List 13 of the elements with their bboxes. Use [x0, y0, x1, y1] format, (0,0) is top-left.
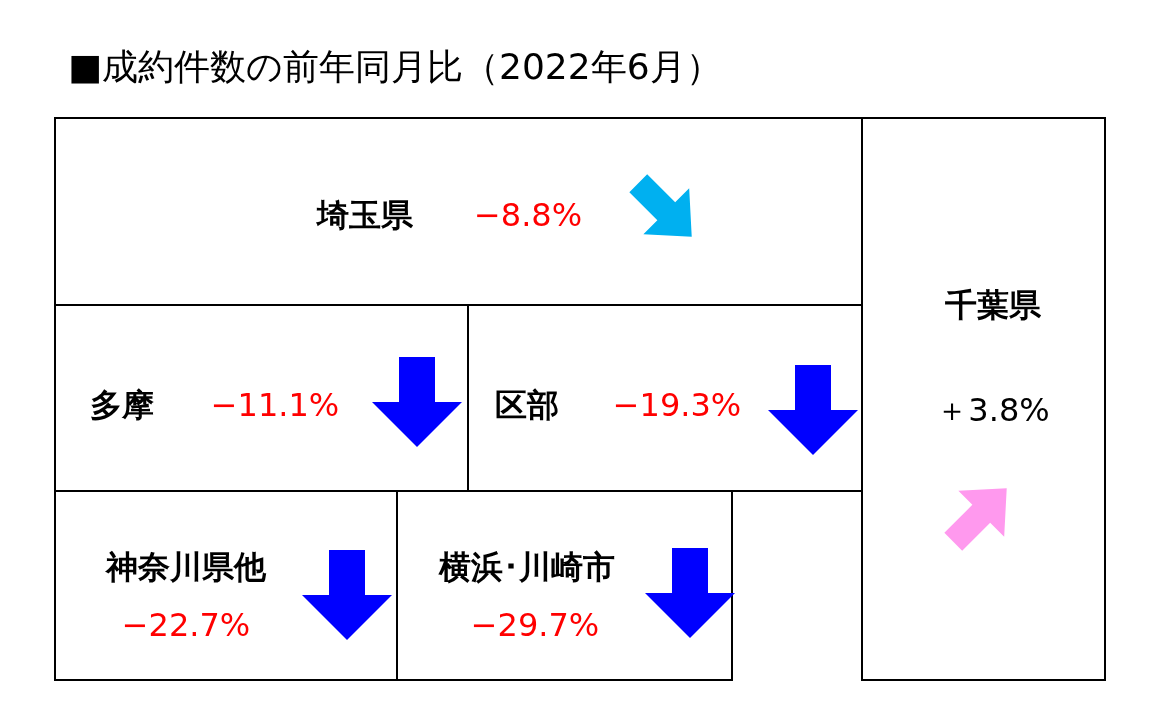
data-label: −8.8%	[473, 196, 583, 234]
category-label: 区部	[495, 386, 559, 424]
data-label: −22.7%	[121, 606, 251, 644]
category-label: 埼玉県	[315, 196, 414, 234]
text: ■成約件数の前年同月比（2022年6月）	[68, 45, 722, 87]
data-label: −29.7%	[470, 606, 600, 644]
category-label: 横浜･川崎市	[438, 548, 615, 586]
data-label: −19.3%	[612, 386, 742, 424]
data-label: ＋3.8%	[936, 391, 1050, 429]
category-label: 千葉県	[944, 286, 1042, 324]
category-label: 多摩	[90, 386, 154, 424]
data-label: −11.1%	[210, 386, 340, 424]
category-label: 神奈川県他	[104, 548, 267, 586]
